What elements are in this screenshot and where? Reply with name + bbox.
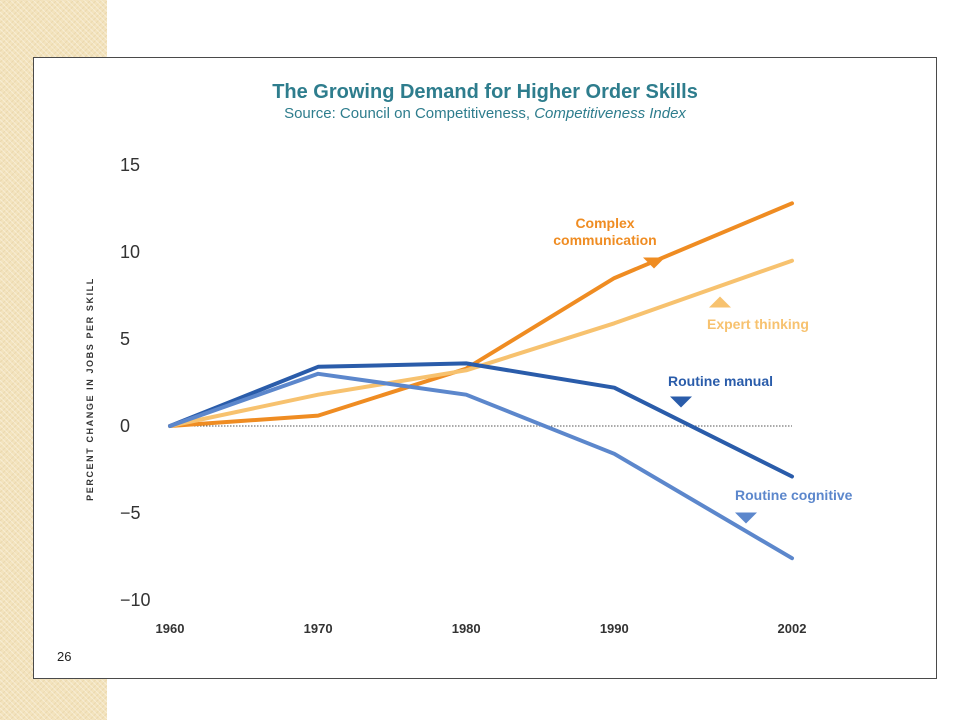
series-annotation-label: Routine manual bbox=[668, 373, 773, 389]
y-tick-label: 0 bbox=[120, 416, 130, 436]
slide-subtitle: Source: Council on Competitiveness, Comp… bbox=[33, 104, 937, 124]
annotation-pointer-icon bbox=[643, 257, 665, 269]
x-tick-label: 1970 bbox=[304, 621, 333, 636]
x-tick-label: 1980 bbox=[452, 621, 481, 636]
page-number: 26 bbox=[57, 649, 72, 664]
annotation-pointer-icon bbox=[735, 512, 757, 524]
subtitle-publication: Competitiveness Index bbox=[534, 105, 686, 122]
y-tick-label: −5 bbox=[120, 503, 141, 523]
series-annotation-label: Routine cognitive bbox=[735, 487, 853, 503]
subtitle-source: Source: Council on Competitiveness, bbox=[284, 105, 535, 122]
x-tick-label: 1960 bbox=[156, 621, 185, 636]
title-block: The Growing Demand for Higher Order Skil… bbox=[33, 80, 937, 124]
y-axis-title: PERCENT CHANGE IN JOBS PER SKILL bbox=[85, 277, 95, 501]
x-tick-label: 2002 bbox=[778, 621, 807, 636]
series-annotation-label: Complex communication bbox=[553, 215, 656, 248]
y-tick-label: 5 bbox=[120, 329, 130, 349]
y-tick-label: −10 bbox=[120, 590, 151, 610]
series-line bbox=[168, 371, 794, 561]
series-line bbox=[168, 258, 794, 428]
series-annotation-label: Expert thinking bbox=[707, 316, 809, 332]
slide-title: The Growing Demand for Higher Order Skil… bbox=[272, 81, 698, 103]
y-tick-label: 10 bbox=[120, 242, 140, 262]
series-line bbox=[168, 361, 794, 479]
annotation-pointer-icon bbox=[709, 296, 731, 308]
annotation-pointer-icon bbox=[670, 396, 692, 408]
x-tick-label: 1990 bbox=[600, 621, 629, 636]
y-tick-label: 15 bbox=[120, 155, 140, 175]
